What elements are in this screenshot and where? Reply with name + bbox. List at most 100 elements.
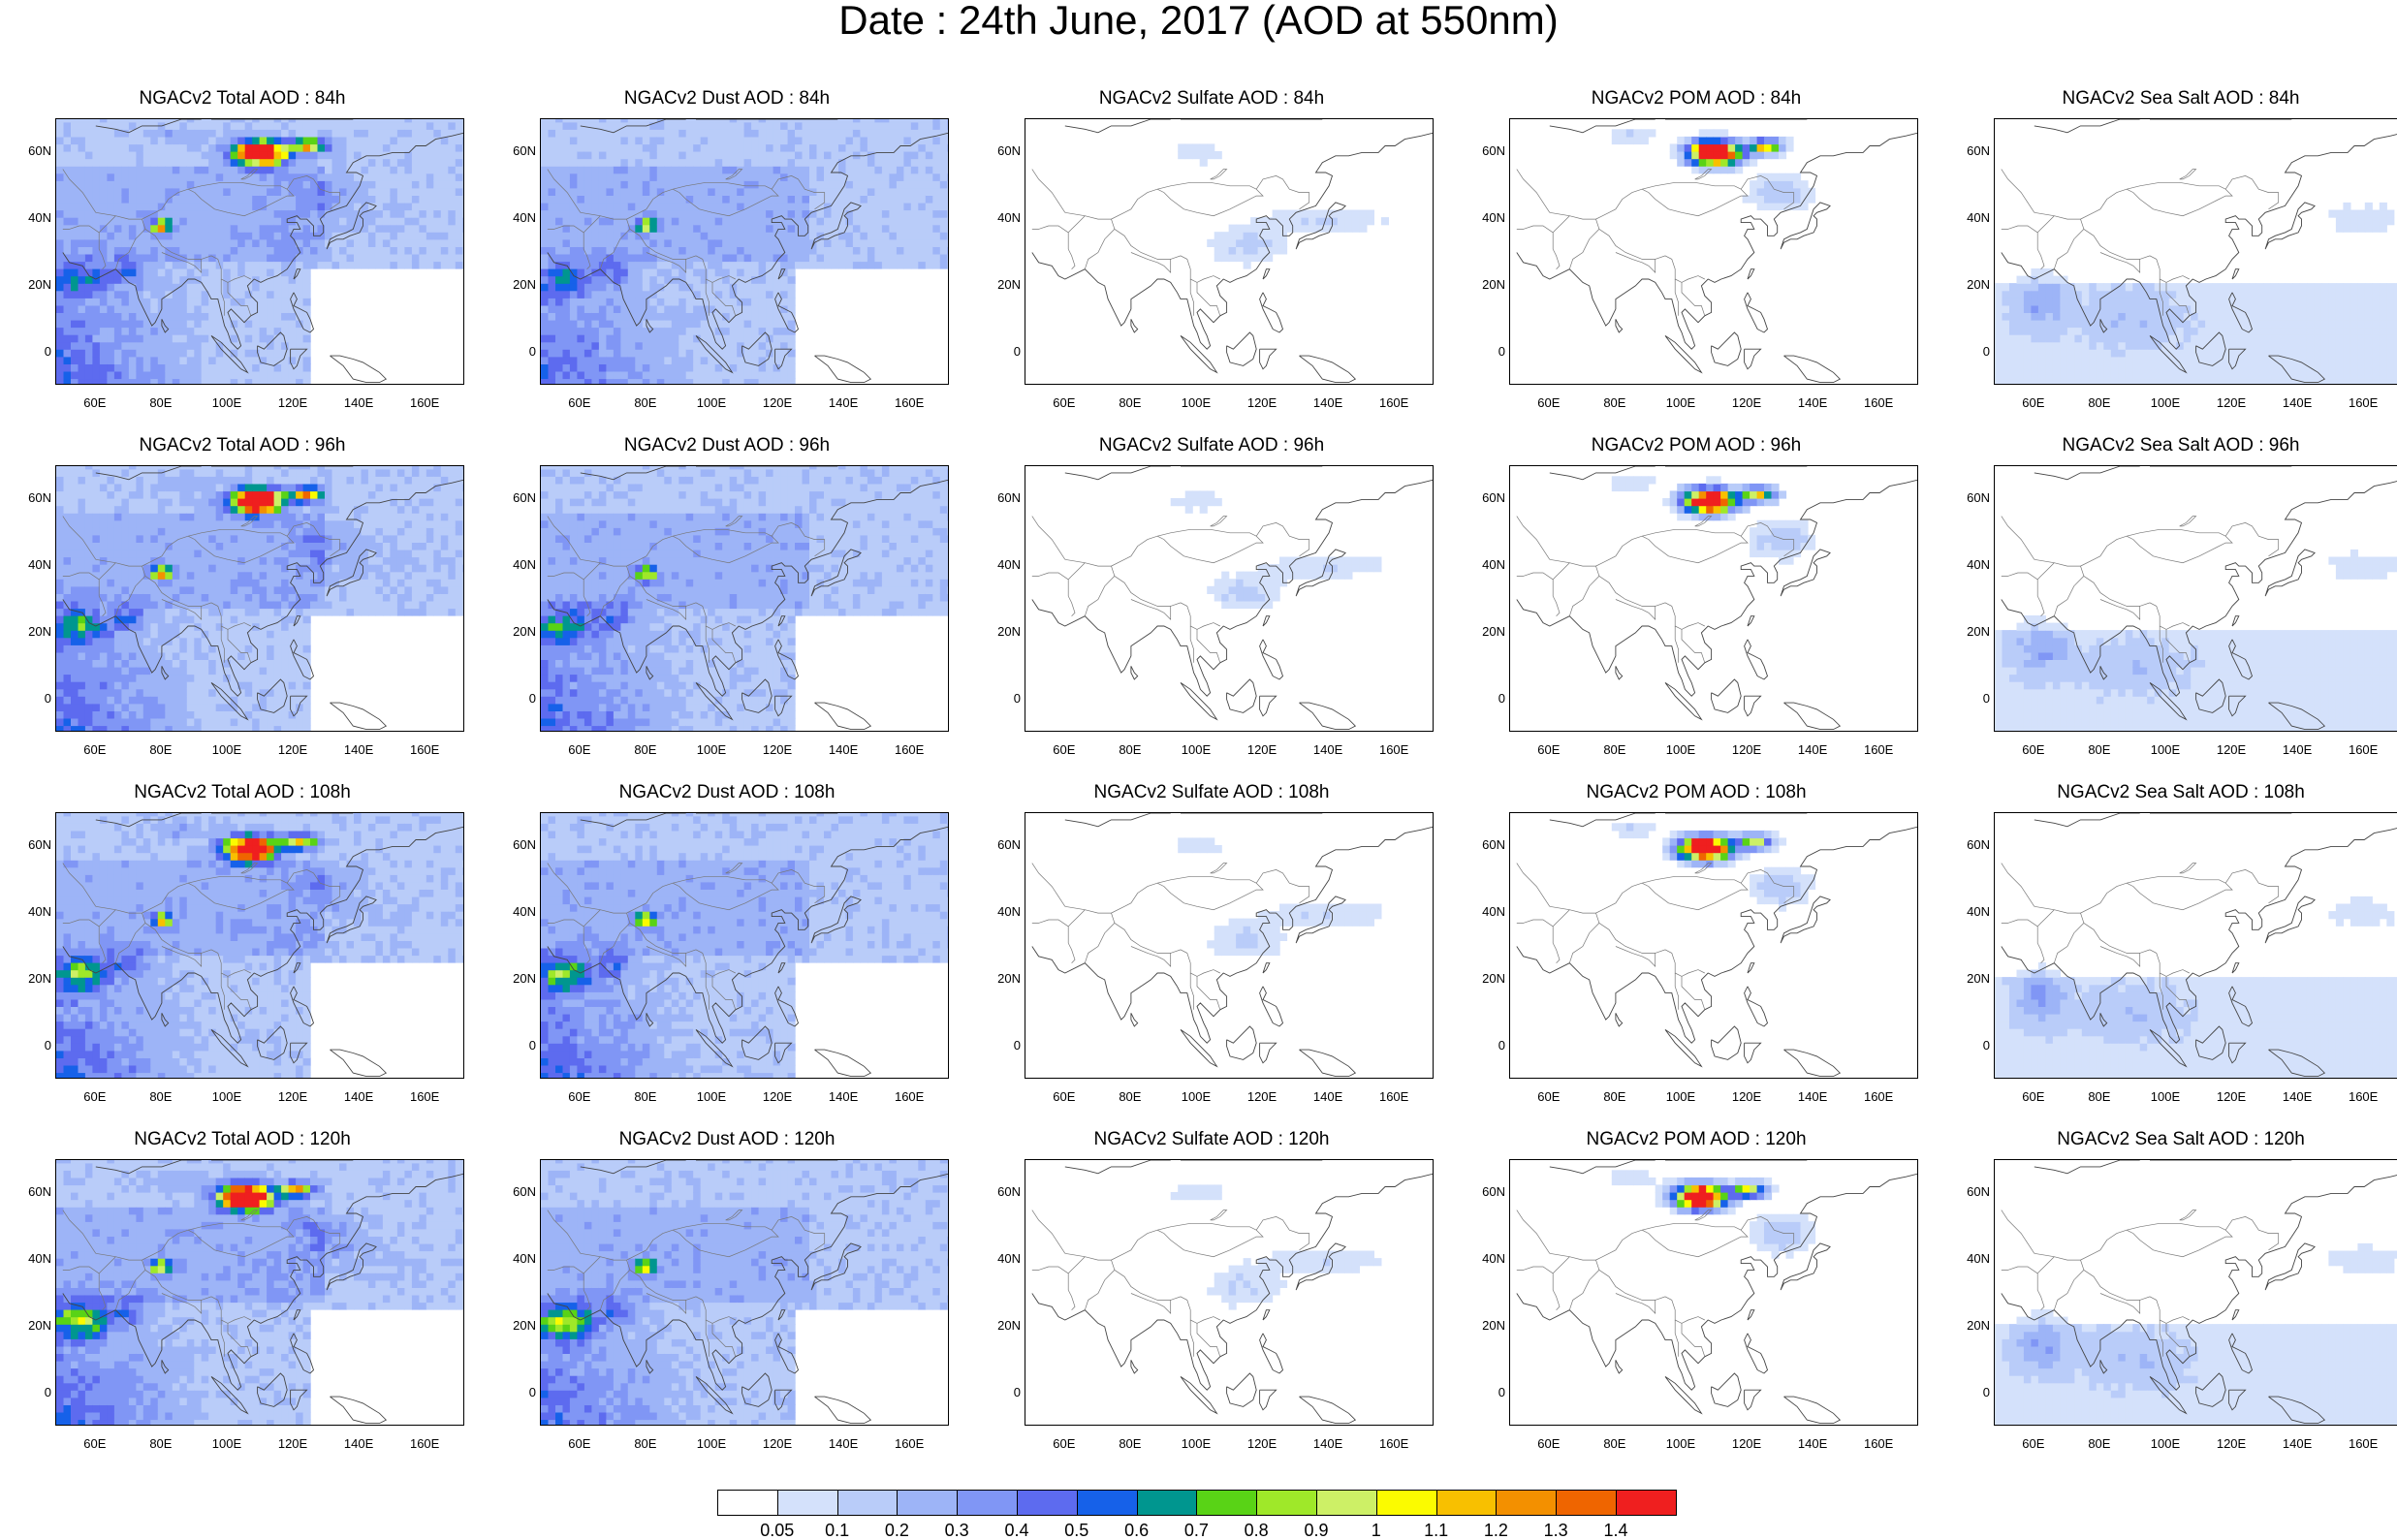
y-tick-label: 40N xyxy=(501,558,536,571)
x-tick-label: 160E xyxy=(890,743,929,756)
panel-title: NGACv2 Sulfate AOD : 84h xyxy=(984,89,1439,108)
x-tick-label: 120E xyxy=(1727,396,1766,409)
y-tick-label: 0 xyxy=(1470,692,1505,705)
y-tick-label: 20N xyxy=(16,625,51,638)
colorbar-label: 0.1 xyxy=(813,1522,862,1539)
x-tick-label: 160E xyxy=(405,1090,444,1103)
x-tick-label: 140E xyxy=(339,1090,378,1103)
colorbar-swatch xyxy=(1017,1490,1078,1516)
y-tick-label: 0 xyxy=(16,345,51,358)
x-tick-label: 60E xyxy=(560,396,599,409)
colorbar-label: 1.3 xyxy=(1531,1522,1580,1539)
y-tick-label: 20N xyxy=(986,625,1021,638)
x-tick-label: 120E xyxy=(2212,1090,2251,1103)
panel-title: NGACv2 Total AOD : 120h xyxy=(15,1130,470,1148)
aod-shaded-map xyxy=(1025,119,1434,385)
aod-shaded-map xyxy=(56,119,464,385)
x-tick-label: 120E xyxy=(758,1090,797,1103)
x-tick-label: 140E xyxy=(824,743,863,756)
colorbar-swatch xyxy=(1077,1490,1138,1516)
x-tick-label: 100E xyxy=(1177,396,1215,409)
x-tick-label: 120E xyxy=(273,1090,312,1103)
y-tick-label: 40N xyxy=(16,1252,51,1265)
x-tick-label: 100E xyxy=(692,396,731,409)
panel-title: NGACv2 POM AOD : 120h xyxy=(1468,1130,1924,1148)
map-plot-area xyxy=(1994,465,2397,732)
y-tick-label: 60N xyxy=(1955,838,1990,851)
x-tick-label: 140E xyxy=(339,743,378,756)
colorbar-label: 1.1 xyxy=(1412,1522,1461,1539)
colorbar-label: 0.5 xyxy=(1053,1522,1101,1539)
map-plot-area xyxy=(55,812,464,1079)
y-tick-label: 60N xyxy=(501,144,536,157)
y-tick-label: 40N xyxy=(1470,558,1505,571)
y-tick-label: 20N xyxy=(16,972,51,985)
x-tick-label: 100E xyxy=(1177,1090,1215,1103)
y-tick-label: 40N xyxy=(16,905,51,918)
colorbar-label: 0.2 xyxy=(872,1522,921,1539)
y-tick-label: 0 xyxy=(501,345,536,358)
x-tick-label: 80E xyxy=(626,1090,665,1103)
y-tick-label: 0 xyxy=(16,692,51,705)
x-tick-label: 140E xyxy=(1793,1437,1832,1450)
panel-title: NGACv2 Sea Salt AOD : 96h xyxy=(1953,436,2397,455)
map-plot-area xyxy=(55,118,464,385)
map-plot-area xyxy=(55,1159,464,1426)
x-tick-label: 100E xyxy=(1177,1437,1215,1450)
x-tick-label: 80E xyxy=(1111,1090,1150,1103)
x-tick-label: 140E xyxy=(1793,396,1832,409)
y-tick-label: 40N xyxy=(1955,211,1990,224)
map-plot-area xyxy=(540,465,949,732)
y-tick-label: 40N xyxy=(986,1252,1021,1265)
x-tick-label: 140E xyxy=(339,396,378,409)
x-tick-label: 80E xyxy=(2080,743,2119,756)
aod-shaded-map xyxy=(541,119,949,385)
aod-shaded-map xyxy=(1995,1160,2397,1426)
y-tick-label: 40N xyxy=(1470,905,1505,918)
map-plot-area xyxy=(1994,1159,2397,1426)
panel-title: NGACv2 Sea Salt AOD : 84h xyxy=(1953,89,2397,108)
y-tick-label: 20N xyxy=(986,1319,1021,1332)
x-tick-label: 80E xyxy=(1111,743,1150,756)
x-tick-label: 100E xyxy=(1661,743,1700,756)
y-tick-label: 0 xyxy=(986,692,1021,705)
y-tick-label: 20N xyxy=(16,1319,51,1332)
y-tick-label: 40N xyxy=(16,558,51,571)
x-tick-label: 160E xyxy=(1374,1437,1413,1450)
x-tick-label: 100E xyxy=(1661,1090,1700,1103)
colorbar-swatch xyxy=(957,1490,1018,1516)
x-tick-label: 160E xyxy=(2344,1090,2382,1103)
aod-shaded-map xyxy=(1025,1160,1434,1426)
panel-title: NGACv2 Sea Salt AOD : 120h xyxy=(1953,1130,2397,1148)
x-tick-label: 80E xyxy=(626,1437,665,1450)
panel-title: NGACv2 Dust AOD : 120h xyxy=(499,1130,955,1148)
map-plot-area xyxy=(540,812,949,1079)
y-tick-label: 40N xyxy=(986,558,1021,571)
y-tick-label: 20N xyxy=(501,625,536,638)
x-tick-label: 140E xyxy=(1309,1437,1347,1450)
x-tick-label: 120E xyxy=(758,743,797,756)
colorbar-label: 0.7 xyxy=(1172,1522,1220,1539)
x-tick-label: 100E xyxy=(207,743,246,756)
x-tick-label: 60E xyxy=(560,743,599,756)
x-tick-label: 160E xyxy=(1374,396,1413,409)
x-tick-label: 60E xyxy=(560,1437,599,1450)
aod-shaded-map xyxy=(56,466,464,732)
map-plot-area xyxy=(1025,1159,1434,1426)
main-title: Date : 24th June, 2017 (AOD at 550nm) xyxy=(0,0,2397,41)
map-plot-area xyxy=(1025,812,1434,1079)
y-tick-label: 40N xyxy=(501,1252,536,1265)
x-tick-label: 60E xyxy=(1530,1090,1568,1103)
colorbar-label: 1.2 xyxy=(1471,1522,1520,1539)
panel-title: NGACv2 Sulfate AOD : 108h xyxy=(984,783,1439,801)
x-tick-label: 80E xyxy=(1595,396,1634,409)
colorbar-label: 0.6 xyxy=(1113,1522,1161,1539)
map-plot-area xyxy=(1994,812,2397,1079)
colorbar-swatch xyxy=(1376,1490,1437,1516)
